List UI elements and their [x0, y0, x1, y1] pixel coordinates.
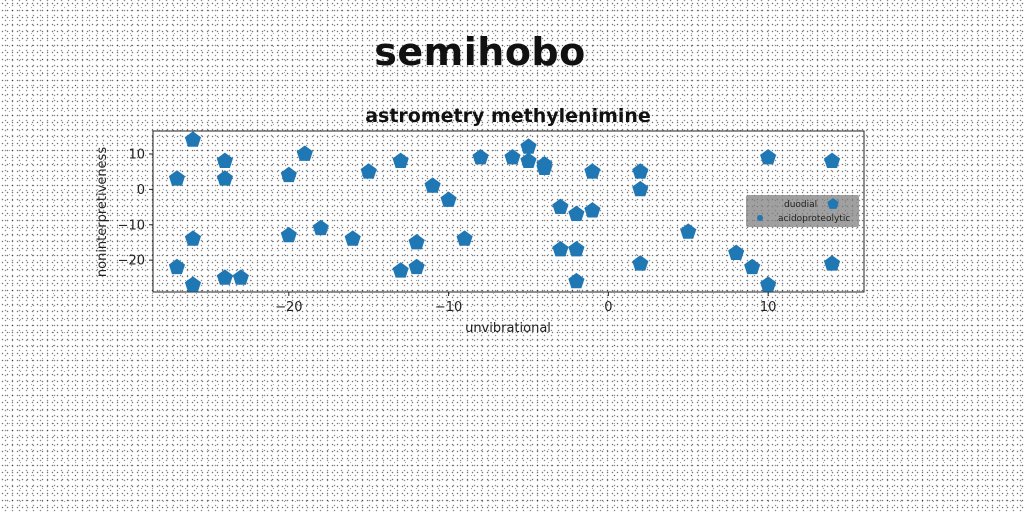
data-point [472, 149, 489, 165]
data-point [568, 272, 585, 289]
legend-marker-duodial [827, 198, 839, 209]
data-points [168, 131, 841, 292]
y-axis-label: noninterpretiveness [95, 147, 110, 277]
data-point [408, 233, 425, 250]
data-point [504, 149, 521, 165]
x-tick-label: −10 [435, 300, 462, 315]
data-point [344, 230, 361, 246]
x-axis-label: unvibrational [465, 321, 551, 336]
y-tick-label: 0 [137, 183, 145, 198]
data-point [823, 152, 841, 168]
x-axis: −20 −10 0 10 [275, 292, 776, 315]
plot-frame [152, 130, 865, 293]
data-point [184, 276, 202, 292]
data-point [216, 269, 233, 285]
data-point [584, 163, 601, 179]
x-tick-label: −20 [275, 300, 302, 315]
data-point [392, 262, 409, 278]
data-point [552, 198, 569, 214]
data-point [568, 205, 585, 222]
y-tick-label: 10 [128, 148, 145, 163]
data-point [520, 152, 537, 168]
legend-label-acidoproteolytic: acidoproteolytic [778, 214, 850, 224]
y-tick-label: −20 [118, 254, 145, 269]
data-point [168, 170, 186, 186]
data-point [312, 219, 329, 236]
data-point [632, 180, 649, 197]
data-point [184, 131, 202, 147]
data-point [184, 230, 202, 246]
y-tick-label: −10 [118, 218, 145, 233]
data-point [280, 166, 297, 183]
data-point [744, 258, 761, 275]
data-point [760, 149, 777, 165]
x-tick-label: 0 [604, 300, 612, 315]
data-point [728, 244, 745, 260]
data-point [392, 152, 409, 168]
data-point [216, 152, 233, 168]
data-point [280, 226, 297, 243]
legend-pentagon [827, 198, 839, 209]
data-point [456, 230, 473, 246]
figure-title: semihobo [374, 30, 586, 74]
data-point [168, 258, 186, 275]
chart-title: astrometry methylenimine [365, 105, 651, 127]
data-point [520, 138, 537, 154]
data-point [216, 170, 233, 186]
data-point [584, 202, 601, 218]
x-tick-label: 10 [760, 300, 777, 315]
data-point [632, 255, 649, 271]
data-point [536, 159, 553, 176]
data-point [568, 241, 585, 257]
legend: duodial acidoproteolytic [746, 195, 859, 227]
legend-marker-acidoproteolytic [757, 215, 763, 221]
y-axis: −20 −10 0 10 [118, 148, 153, 269]
legend-label-duodial: duodial [784, 200, 817, 210]
data-point [408, 258, 425, 275]
data-point [760, 276, 777, 292]
data-point [680, 223, 697, 239]
data-point [424, 177, 441, 193]
data-point [296, 145, 313, 161]
data-point [440, 191, 457, 207]
data-point [552, 241, 569, 257]
data-point [823, 255, 841, 271]
data-point [632, 163, 649, 179]
data-point [232, 269, 249, 285]
data-point [360, 163, 377, 179]
